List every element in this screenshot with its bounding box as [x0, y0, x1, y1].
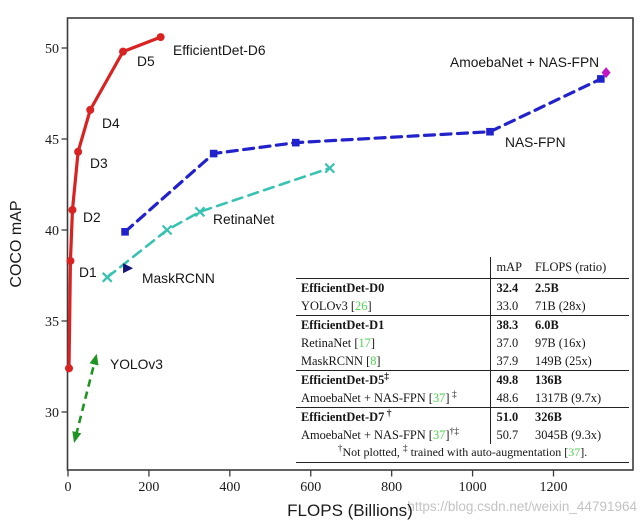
plot-border [66, 17, 634, 471]
flops-value-cell: 71B (28x) [535, 299, 586, 313]
y-tick-label: 40 [45, 224, 59, 239]
model-name-cell: EfficientDet-D7 † [296, 407, 490, 426]
map-value-cell: 49.8 [489, 370, 530, 389]
citation-number: 8 [370, 354, 377, 368]
citation-number: 26 [355, 299, 368, 313]
citation-number: 37 [432, 428, 446, 442]
annotation-d5: D5 [137, 54, 155, 69]
annotation-amoebanet-nas-fpn: AmoebaNet + NAS-FPN [450, 55, 599, 70]
map-value-cell: 38.3 [489, 315, 530, 334]
citation-number: 37 [432, 391, 446, 405]
header-cell-flops: FLOPS (ratio) [530, 257, 629, 279]
series-yolov3 [72, 353, 99, 443]
annotation-d3: D3 [90, 156, 108, 171]
watermark: https://blog.csdn.net/weixin_44791964 [407, 499, 637, 514]
series-efficientdet [65, 33, 165, 373]
annotation-d1: D1 [79, 265, 97, 280]
model-name-cell: RetinaNet [17] [301, 336, 375, 350]
annotation-efficientdet-d6: EfficientDet-D6 [173, 43, 266, 58]
x-tick-label: 600 [300, 480, 321, 495]
map-value-cell: 48.6 [489, 389, 530, 408]
map-value-cell: 37.9 [489, 352, 530, 371]
series-maskrcnn [123, 263, 134, 274]
model-name-cell: AmoebaNet + NAS-FPN [37] ‡ [301, 389, 457, 405]
map-value-cell: 51.0 [489, 407, 530, 426]
table-row: RetinaNet [17] 37.0 97B (16x) [296, 334, 629, 352]
citation-number: 17 [358, 336, 371, 350]
model-name-cell: EfficientDet-D1 [296, 315, 490, 334]
flops-value-cell: 136B [530, 370, 629, 389]
y-axis-title: COCO mAP [8, 200, 25, 287]
annotation-retinanet: RetinaNet [213, 212, 275, 227]
model-name-cell: MaskRCNN [8] [301, 354, 381, 368]
table-row: EfficientDet-D5‡ 49.8 136B [296, 370, 629, 389]
map-value-cell: 33.0 [489, 297, 530, 316]
results-table-grid: mAP FLOPS (ratio) EfficientDet-D0 32.4 2.5B Y… [296, 257, 629, 444]
table-row: YOLOv3 [26] 33.0 71B (28x) [296, 297, 629, 316]
y-tick-label: 50 [45, 42, 59, 57]
model-name-cell: YOLOv3 [26] [301, 299, 372, 313]
table-row: EfficientDet-D7 † 51.0 326B [296, 407, 629, 426]
annotation-nas-fpn: NAS-FPN [505, 135, 566, 150]
x-tick-label: 1000 [459, 480, 487, 495]
table-row: EfficientDet-D1 38.3 6.0B [296, 315, 629, 334]
x-tick-label: 0 [65, 480, 72, 495]
y-tick-label: 45 [45, 133, 59, 148]
table-header-row: mAP FLOPS (ratio) [296, 257, 629, 279]
annotation-yolov3: YOLOv3 [110, 357, 163, 372]
header-cell-map: mAP [489, 257, 530, 279]
flops-value-cell: 97B (16x) [535, 336, 586, 350]
table-row: MaskRCNN [8] 37.9 149B (25x) [296, 352, 629, 371]
series-retinanet [101, 162, 336, 283]
model-name-cell: AmoebaNet + NAS-FPN [37]†‡ [301, 426, 459, 442]
x-tick-label: 1200 [539, 480, 567, 495]
model-name-cell: EfficientDet-D5‡ [296, 370, 490, 389]
x-tick-label: 400 [219, 480, 240, 495]
model-name-cell: EfficientDet-D0 [301, 281, 385, 295]
flops-value-cell: 1317B (9.7x) [535, 391, 602, 405]
table-footnote: †Not plotted, ‡ trained with auto-augmen… [337, 444, 588, 459]
annotation-d2: D2 [83, 210, 101, 225]
flops-value-cell: 2.5B [535, 281, 559, 295]
x-tick-label: 200 [138, 480, 159, 495]
map-value-cell: 50.7 [489, 426, 530, 444]
flops-value-cell: 149B (25x) [535, 354, 592, 368]
map-value-cell: 37.0 [489, 334, 530, 352]
series-amoebanet-nas-fpn [601, 67, 611, 79]
flops-value-cell: 326B [530, 407, 629, 426]
map-value-cell: 32.4 [489, 278, 530, 297]
table-row: AmoebaNet + NAS-FPN [37] ‡ 48.6 1317B (9.7… [296, 389, 629, 408]
flops-value-cell: 3045B (9.3x) [535, 428, 602, 442]
table-row: AmoebaNet + NAS-FPN [37]†‡ 50.7 3045B (9.3… [296, 426, 629, 444]
results-table: mAP FLOPS (ratio) EfficientDet-D0 32.4 2.5B Y… [296, 257, 629, 463]
x-axis-title: FLOPS (Billions) [287, 501, 413, 520]
annotation-d4: D4 [102, 116, 120, 131]
y-tick-label: 35 [45, 315, 59, 330]
y-tick-label: 30 [45, 406, 59, 421]
flops-value-cell: 6.0B [530, 315, 629, 334]
series-nas-fpn [121, 75, 605, 236]
header-cell-name [296, 257, 490, 279]
x-tick-label: 800 [381, 480, 402, 495]
table-row: EfficientDet-D0 32.4 2.5B [296, 278, 629, 297]
annotation-maskrcnn: MaskRCNN [142, 271, 215, 286]
